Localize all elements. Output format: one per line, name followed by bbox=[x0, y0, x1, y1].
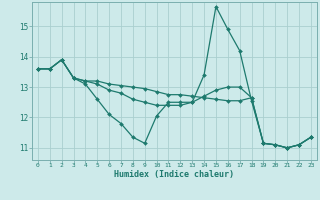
X-axis label: Humidex (Indice chaleur): Humidex (Indice chaleur) bbox=[115, 170, 234, 179]
